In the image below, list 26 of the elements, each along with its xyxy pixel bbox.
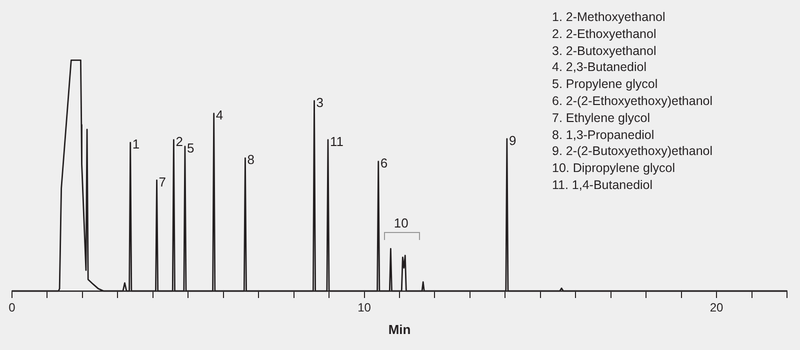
annotation: 7 [158,174,166,190]
x-axis-title: Min [388,322,411,337]
annotation: 3 [316,94,324,110]
text: 2. 2-Ethoxyethanol [552,26,658,43]
annotation: 2 [176,134,183,149]
text: 3. 2-Butoxyethanol [552,42,658,60]
annotation: 8. 1,3-Propanediol [552,126,656,144]
annotation: 5. Propylene glycol [552,76,659,93]
x-tick-label: 0 [8,300,16,315]
annotation: 5 [186,140,194,156]
annotation: 8 [247,152,254,168]
x-tick-label: 10 [358,300,372,315]
annotation: 6 [380,156,388,171]
annotation: 6. 2-(2-Ethoxyethoxy)ethanol [552,92,713,110]
annotation: 1 [132,136,140,152]
annotation: 10. Dipropylene glycol [552,160,676,177]
annotation: 4. 2,3-Butanediol [552,59,648,76]
annotation: 11 [330,134,344,149]
annotation: 9. 2-(2-Butoxyethoxy)ethanol [552,143,713,160]
text: 1. 2-Methoxyethanol [552,9,666,26]
annotation: 10 [394,216,408,231]
x-tick-label: 20 [710,300,724,315]
annotation: 9 [508,132,516,148]
annotation: 11. 1,4-Butanediol [552,176,654,194]
annotation: 4 [216,108,224,123]
annotation: 7. Ethylene glycol [552,110,651,127]
